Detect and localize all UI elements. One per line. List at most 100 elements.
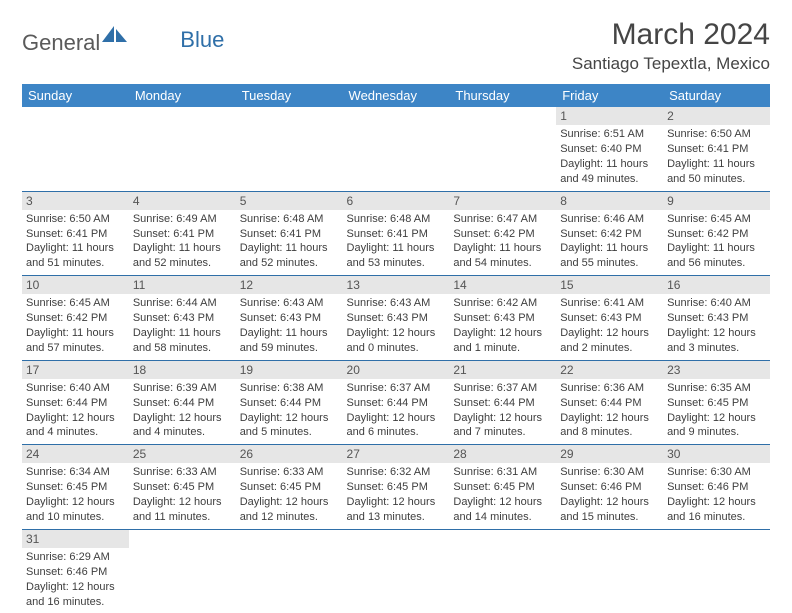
daylight-text: Daylight: 11 hours and 52 minutes.: [133, 241, 232, 271]
daylight-text: Daylight: 12 hours and 16 minutes.: [26, 580, 125, 610]
day-number: [236, 107, 343, 125]
sunset-text: Sunset: 6:41 PM: [26, 227, 125, 242]
day-number: 15: [556, 276, 663, 294]
weekday-header: Wednesday: [343, 84, 450, 107]
calendar-cell: 21Sunrise: 6:37 AMSunset: 6:44 PMDayligh…: [449, 360, 556, 445]
calendar-cell: 6Sunrise: 6:48 AMSunset: 6:41 PMDaylight…: [343, 191, 450, 276]
weekday-header: Tuesday: [236, 84, 343, 107]
calendar-cell: 24Sunrise: 6:34 AMSunset: 6:45 PMDayligh…: [22, 445, 129, 530]
sunrise-text: Sunrise: 6:40 AM: [667, 296, 766, 311]
sunrise-text: Sunrise: 6:50 AM: [26, 212, 125, 227]
sunrise-text: Sunrise: 6:39 AM: [133, 381, 232, 396]
sunrise-text: Sunrise: 6:29 AM: [26, 550, 125, 565]
daylight-text: Daylight: 11 hours and 53 minutes.: [347, 241, 446, 271]
sunrise-text: Sunrise: 6:51 AM: [560, 127, 659, 142]
sunset-text: Sunset: 6:44 PM: [347, 396, 446, 411]
sunrise-text: Sunrise: 6:48 AM: [347, 212, 446, 227]
page-title: March 2024: [572, 18, 770, 52]
sunrise-text: Sunrise: 6:43 AM: [347, 296, 446, 311]
day-number: 13: [343, 276, 450, 294]
sunrise-text: Sunrise: 6:37 AM: [453, 381, 552, 396]
sunset-text: Sunset: 6:44 PM: [240, 396, 339, 411]
sunset-text: Sunset: 6:42 PM: [560, 227, 659, 242]
calendar-cell: [556, 529, 663, 613]
day-number: [129, 107, 236, 125]
daylight-text: Daylight: 12 hours and 4 minutes.: [133, 411, 232, 441]
sunset-text: Sunset: 6:44 PM: [453, 396, 552, 411]
calendar-cell: [236, 529, 343, 613]
calendar-cell: [236, 107, 343, 191]
day-number: [343, 530, 450, 548]
day-number: 22: [556, 361, 663, 379]
calendar-cell: [129, 107, 236, 191]
calendar-cell: [343, 529, 450, 613]
sunrise-text: Sunrise: 6:32 AM: [347, 465, 446, 480]
daylight-text: Daylight: 11 hours and 56 minutes.: [667, 241, 766, 271]
day-number: 16: [663, 276, 770, 294]
calendar-cell: 15Sunrise: 6:41 AMSunset: 6:43 PMDayligh…: [556, 276, 663, 361]
weekday-header: Friday: [556, 84, 663, 107]
daylight-text: Daylight: 12 hours and 4 minutes.: [26, 411, 125, 441]
logo-text-general: General: [22, 30, 100, 56]
sunset-text: Sunset: 6:43 PM: [667, 311, 766, 326]
daylight-text: Daylight: 12 hours and 9 minutes.: [667, 411, 766, 441]
daylight-text: Daylight: 12 hours and 1 minute.: [453, 326, 552, 356]
sunrise-text: Sunrise: 6:30 AM: [560, 465, 659, 480]
sunset-text: Sunset: 6:44 PM: [133, 396, 232, 411]
sail-icon: [102, 26, 128, 49]
calendar-row: 1Sunrise: 6:51 AMSunset: 6:40 PMDaylight…: [22, 107, 770, 191]
sunrise-text: Sunrise: 6:30 AM: [667, 465, 766, 480]
sunrise-text: Sunrise: 6:35 AM: [667, 381, 766, 396]
calendar-row: 31Sunrise: 6:29 AMSunset: 6:46 PMDayligh…: [22, 529, 770, 613]
sunrise-text: Sunrise: 6:42 AM: [453, 296, 552, 311]
day-number: 29: [556, 445, 663, 463]
day-number: 5: [236, 192, 343, 210]
weekday-header: Thursday: [449, 84, 556, 107]
sunrise-text: Sunrise: 6:47 AM: [453, 212, 552, 227]
calendar-cell: 3Sunrise: 6:50 AMSunset: 6:41 PMDaylight…: [22, 191, 129, 276]
calendar-cell: 22Sunrise: 6:36 AMSunset: 6:44 PMDayligh…: [556, 360, 663, 445]
daylight-text: Daylight: 12 hours and 15 minutes.: [560, 495, 659, 525]
title-block: March 2024 Santiago Tepextla, Mexico: [572, 18, 770, 74]
calendar-cell: 7Sunrise: 6:47 AMSunset: 6:42 PMDaylight…: [449, 191, 556, 276]
daylight-text: Daylight: 12 hours and 11 minutes.: [133, 495, 232, 525]
sunset-text: Sunset: 6:41 PM: [667, 142, 766, 157]
daylight-text: Daylight: 12 hours and 6 minutes.: [347, 411, 446, 441]
calendar-cell: 1Sunrise: 6:51 AMSunset: 6:40 PMDaylight…: [556, 107, 663, 191]
day-number: 25: [129, 445, 236, 463]
sunrise-text: Sunrise: 6:38 AM: [240, 381, 339, 396]
day-number: 10: [22, 276, 129, 294]
daylight-text: Daylight: 12 hours and 13 minutes.: [347, 495, 446, 525]
sunset-text: Sunset: 6:41 PM: [240, 227, 339, 242]
day-number: [343, 107, 450, 125]
day-number: 1: [556, 107, 663, 125]
sunset-text: Sunset: 6:40 PM: [560, 142, 659, 157]
sunset-text: Sunset: 6:43 PM: [133, 311, 232, 326]
sunset-text: Sunset: 6:45 PM: [453, 480, 552, 495]
calendar-cell: 26Sunrise: 6:33 AMSunset: 6:45 PMDayligh…: [236, 445, 343, 530]
day-number: 27: [343, 445, 450, 463]
day-number: 17: [22, 361, 129, 379]
sunset-text: Sunset: 6:46 PM: [560, 480, 659, 495]
calendar-cell: 20Sunrise: 6:37 AMSunset: 6:44 PMDayligh…: [343, 360, 450, 445]
sunrise-text: Sunrise: 6:33 AM: [240, 465, 339, 480]
calendar-cell: 18Sunrise: 6:39 AMSunset: 6:44 PMDayligh…: [129, 360, 236, 445]
day-number: 31: [22, 530, 129, 548]
calendar-cell: [343, 107, 450, 191]
day-number: 8: [556, 192, 663, 210]
calendar-cell: 17Sunrise: 6:40 AMSunset: 6:44 PMDayligh…: [22, 360, 129, 445]
calendar-cell: 16Sunrise: 6:40 AMSunset: 6:43 PMDayligh…: [663, 276, 770, 361]
sunset-text: Sunset: 6:43 PM: [347, 311, 446, 326]
calendar-cell: [449, 107, 556, 191]
calendar-cell: 25Sunrise: 6:33 AMSunset: 6:45 PMDayligh…: [129, 445, 236, 530]
calendar-cell: [449, 529, 556, 613]
daylight-text: Daylight: 11 hours and 58 minutes.: [133, 326, 232, 356]
weekday-header: Monday: [129, 84, 236, 107]
day-number: 7: [449, 192, 556, 210]
calendar-cell: 5Sunrise: 6:48 AMSunset: 6:41 PMDaylight…: [236, 191, 343, 276]
day-number: 23: [663, 361, 770, 379]
sunrise-text: Sunrise: 6:46 AM: [560, 212, 659, 227]
calendar-row: 17Sunrise: 6:40 AMSunset: 6:44 PMDayligh…: [22, 360, 770, 445]
calendar-cell: 19Sunrise: 6:38 AMSunset: 6:44 PMDayligh…: [236, 360, 343, 445]
sunrise-text: Sunrise: 6:36 AM: [560, 381, 659, 396]
